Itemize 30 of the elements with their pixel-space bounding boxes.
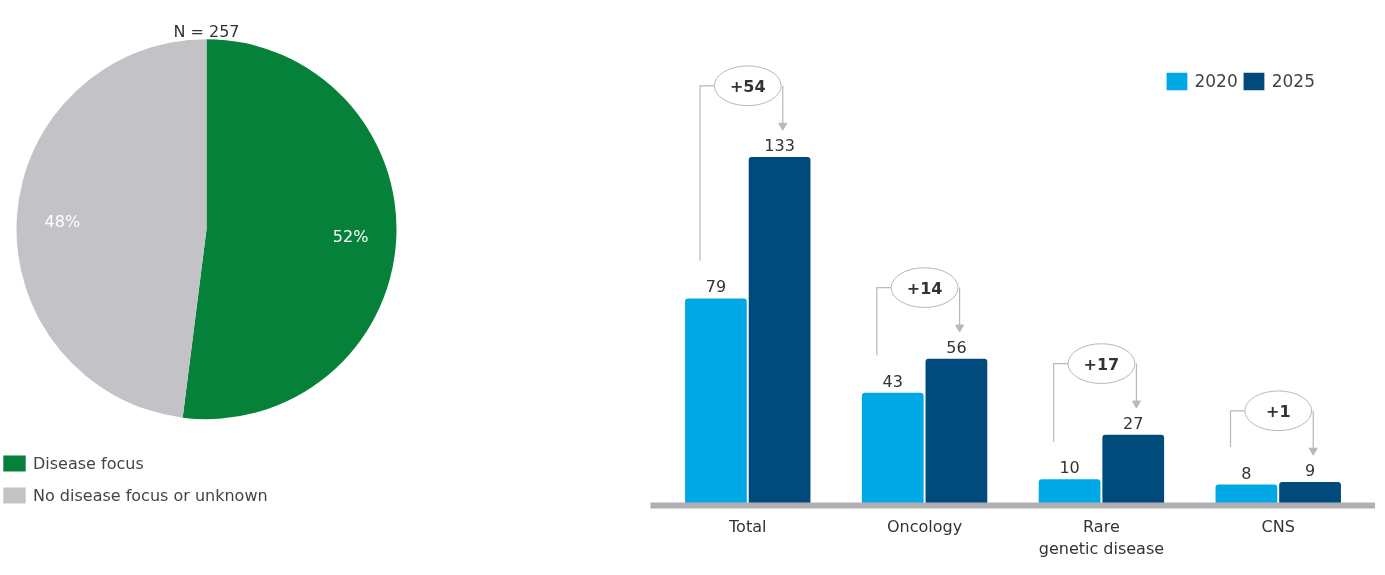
- data-label: 9: [1304, 460, 1316, 480]
- annotation: +1: [1265, 401, 1291, 421]
- x-tick-label: Rare genetic disease: [1038, 516, 1165, 559]
- legend-label: Disease focus: [33, 453, 144, 473]
- bar: [748, 156, 811, 506]
- data-label: 43: [882, 371, 903, 391]
- bar: [1038, 479, 1101, 506]
- data-label: 27: [1123, 413, 1144, 433]
- legend-label: No disease focus or unknown: [33, 485, 268, 505]
- chart-title: N = 257: [173, 21, 240, 41]
- annotation: +17: [1083, 354, 1120, 374]
- data-label: 48%: [44, 211, 81, 231]
- bar: [1279, 481, 1341, 506]
- text: +54: [729, 76, 766, 96]
- x-tick-label: Total: [728, 516, 767, 536]
- data-label: 8: [1241, 463, 1252, 483]
- bar: [685, 298, 747, 506]
- data-label: 133: [764, 135, 795, 155]
- bar: [925, 358, 988, 506]
- bar: [1102, 434, 1165, 506]
- annotation: +14: [906, 278, 943, 298]
- x-tick-label: CNS: [1261, 516, 1295, 536]
- data-label: 56: [946, 337, 967, 357]
- data-label: 10: [1059, 458, 1080, 478]
- bar: [861, 392, 924, 506]
- data-label: 52%: [332, 227, 369, 247]
- legend-label: 2025: [1271, 71, 1315, 91]
- data-label: 79: [705, 277, 727, 297]
- legend-label: 2020: [1194, 71, 1238, 91]
- x-tick-label: Oncology: [887, 516, 963, 536]
